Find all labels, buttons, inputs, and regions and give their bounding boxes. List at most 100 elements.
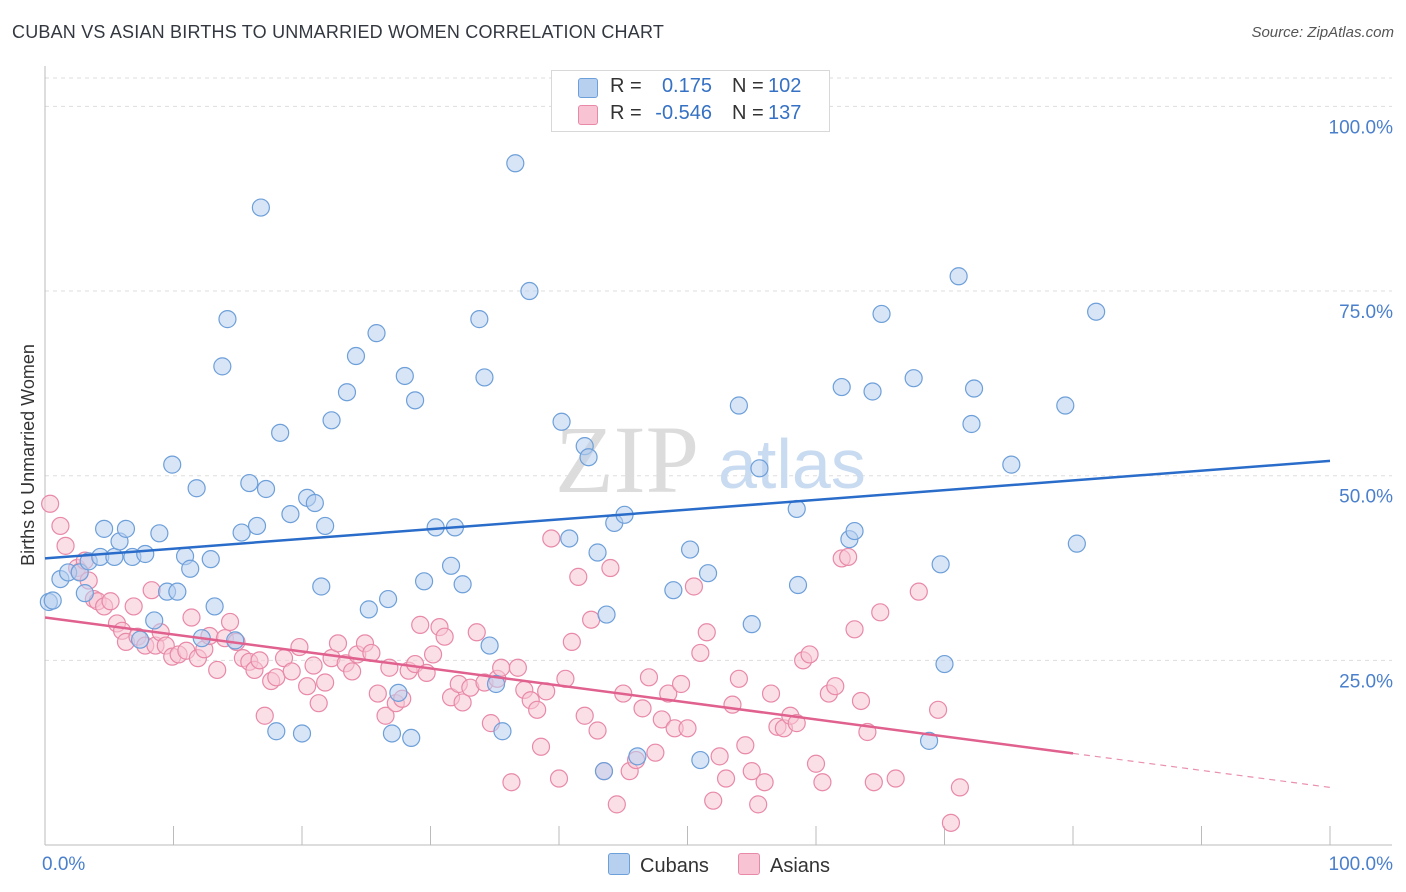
n-value: 137 — [768, 102, 802, 124]
cuban-point — [664, 581, 683, 600]
asian-point — [646, 743, 665, 762]
cuban-point — [226, 631, 245, 650]
cuban-point — [271, 423, 290, 442]
cuban-point — [281, 504, 300, 524]
y-tick-label: 100.0% — [1329, 117, 1394, 138]
asian-point — [761, 684, 781, 703]
asian-point — [710, 747, 729, 766]
cuban-point — [597, 605, 616, 624]
asian-point — [376, 706, 395, 725]
cuban-point — [470, 310, 489, 329]
cuban-point — [292, 724, 312, 743]
cuban-point — [863, 382, 882, 401]
r-value: -0.546 — [655, 102, 712, 124]
cubans-legend-swatch — [608, 853, 630, 875]
cuban-point — [405, 391, 425, 410]
asian-point — [423, 645, 443, 664]
cuban-point — [359, 600, 378, 619]
asians-trend-line — [44, 616, 1074, 755]
asian-point — [588, 721, 607, 740]
cuban-point — [251, 198, 270, 217]
cuban-point — [312, 577, 331, 596]
asian-point — [51, 516, 70, 536]
cuban-point — [43, 591, 62, 610]
asian-point — [316, 673, 335, 692]
asian-point — [255, 706, 274, 725]
r-label: R = — [610, 75, 642, 97]
cuban-point — [931, 555, 950, 574]
asians-legend-label: Asians — [770, 855, 831, 877]
bottom-legend-cubans: Cubans — [608, 853, 709, 878]
bottom-legend-asians: Asians — [738, 853, 830, 878]
asian-point — [569, 567, 588, 586]
asian-point — [531, 737, 551, 756]
cuban-point — [168, 582, 187, 601]
cuban-point — [560, 529, 579, 548]
cuban-point — [742, 615, 761, 634]
cuban-point — [382, 724, 402, 743]
asian-point — [435, 627, 454, 646]
cuban-point — [346, 346, 366, 366]
y-axis-title: Births to Unmarried Women — [18, 344, 38, 566]
asian-point — [871, 603, 890, 622]
cuban-point — [949, 267, 968, 286]
cuban-point — [475, 368, 494, 387]
x-tick-label: 100.0% — [1329, 854, 1394, 875]
cuban-point — [935, 654, 954, 674]
asian-point — [575, 706, 594, 725]
asian-point — [607, 795, 626, 814]
asian-point — [282, 662, 301, 681]
correlation-legend: R = 0.175 N = 102 R = -0.546 N = 137 — [551, 70, 830, 132]
asian-point — [749, 795, 768, 814]
cuban-point — [145, 611, 164, 630]
asian-point — [941, 813, 961, 832]
legend-row-cubans: R = 0.175 N = 102 — [552, 73, 829, 101]
cuban-point — [964, 379, 984, 398]
r-value: 0.175 — [661, 75, 712, 97]
cuban-point — [267, 722, 286, 741]
cuban-point — [588, 543, 607, 562]
cuban-point — [1087, 302, 1106, 321]
cuban-point — [845, 521, 864, 541]
cuban-point — [480, 636, 499, 655]
cuban-point — [378, 589, 398, 609]
cuban-point — [680, 540, 700, 559]
cuban-point — [919, 731, 939, 750]
asians-trend-extension — [1072, 752, 1331, 788]
asian-point — [304, 656, 323, 675]
asian-point — [704, 791, 723, 810]
cuban-point — [256, 479, 276, 499]
x-tick-label: 0.0% — [42, 854, 85, 875]
y-tick-label: 75.0% — [1339, 302, 1393, 323]
cuban-point — [116, 519, 136, 538]
chart-source: Source: ZipAtlas.com — [1251, 24, 1394, 41]
cuban-point — [729, 396, 749, 415]
cuban-point — [337, 383, 357, 402]
cuban-point — [205, 597, 224, 616]
cuban-point — [130, 630, 150, 649]
cuban-point — [453, 575, 472, 594]
cuban-point — [441, 556, 461, 575]
cuban-point — [105, 547, 124, 567]
asian-points — [41, 494, 970, 832]
cuban-point — [872, 304, 891, 324]
cuban-point — [832, 377, 851, 397]
asian-point — [492, 658, 511, 677]
cuban-point — [247, 516, 267, 536]
cuban-point — [506, 154, 525, 173]
asian-point — [542, 529, 561, 548]
asian-point — [142, 581, 161, 600]
asian-point — [562, 632, 581, 651]
y-tick-label: 25.0% — [1339, 671, 1393, 692]
cuban-point — [232, 523, 251, 542]
asian-point — [691, 643, 710, 663]
cuban-point — [1002, 455, 1021, 474]
cuban-point — [389, 683, 408, 702]
cuban-point — [187, 479, 206, 498]
cubans-trend-line — [44, 459, 1331, 560]
cuban-point — [75, 584, 94, 603]
cuban-point — [136, 544, 155, 564]
cuban-point — [594, 762, 614, 781]
asian-point — [56, 536, 75, 555]
